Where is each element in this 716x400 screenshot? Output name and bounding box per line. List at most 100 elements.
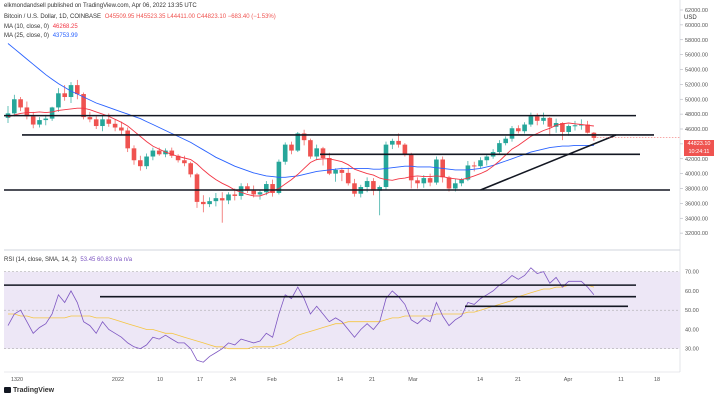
candles-group (5, 79, 597, 223)
candle-body (112, 123, 118, 128)
price-tick-label: 48000.00 (685, 112, 708, 118)
rsi-tick-label: 40.00 (685, 327, 699, 333)
rsi-tick-label: 70.00 (685, 270, 699, 276)
time-tick-label: 20 (17, 377, 23, 383)
candle-body (238, 186, 244, 196)
candle-body (138, 160, 143, 167)
candle-body (579, 124, 584, 126)
candle-body (245, 186, 250, 191)
candle-body (144, 156, 149, 167)
published-text: elkmondandsell published on TradingView.… (4, 3, 197, 9)
candle-body (585, 124, 590, 133)
ma10-label: MA (10, close, 0) (4, 24, 50, 30)
candle-body (119, 127, 124, 131)
candle-body (352, 183, 357, 194)
candle-body (182, 160, 187, 164)
price-tick-label: 40000.00 (685, 172, 708, 178)
candle-body (415, 180, 420, 184)
candle-body (371, 181, 376, 191)
candle-body (541, 117, 546, 121)
time-tick-label: 21 (369, 377, 375, 383)
candle-body (566, 126, 571, 132)
candle-body (282, 144, 288, 162)
candle-body (446, 177, 452, 189)
price-badge-value: 44823.10 (687, 141, 711, 147)
candle-body (327, 158, 332, 174)
time-tick-label: Mar (408, 377, 418, 383)
tradingview-logo[interactable]: TradingView (4, 387, 54, 394)
time-tick-label: 10 (157, 377, 163, 383)
candle-body (478, 160, 483, 167)
trend-line (480, 134, 617, 191)
time-tick-label: Apr (564, 377, 573, 383)
candle-body (301, 133, 307, 141)
price-tick-label: 56000.00 (685, 53, 708, 59)
candle-body (320, 148, 326, 159)
candle-body (232, 194, 238, 196)
candle-body (194, 174, 200, 202)
candle-body (87, 117, 93, 120)
rsi-label: RSI (14, close, SMA, 14, 2) (4, 257, 77, 263)
candle-body (383, 144, 389, 188)
rsi-tick-label: 30.00 (685, 347, 699, 353)
candle-body (534, 116, 540, 121)
rsi-legend[interactable]: RSI (14, close, SMA, 14, 2) 53.45 60.83 … (4, 256, 134, 264)
rsi-tick-label: 60.00 (685, 289, 699, 295)
candle-body (497, 143, 502, 153)
candle-body (509, 128, 515, 139)
candle-body (125, 130, 130, 149)
time-tick-label: 13 (11, 377, 17, 383)
price-tick-label: 36000.00 (685, 201, 708, 207)
candle-body (459, 179, 464, 184)
candle-body (226, 194, 231, 201)
price-tick-label: 32000.00 (685, 231, 708, 237)
candle-body (30, 116, 36, 125)
time-tick-label: 21 (515, 377, 521, 383)
candle-body (339, 169, 345, 173)
rsi-tick-label: 50.00 (685, 308, 699, 314)
time-tick-label: 11 (618, 377, 624, 383)
price-badge: 44823.10 10:24:11 (684, 140, 714, 156)
ma25-legend[interactable]: MA (25, close, 0) 43753.99 (4, 32, 80, 40)
candle-body (24, 107, 30, 117)
rsi-ma-line (8, 284, 595, 350)
price-tick-label: 52000.00 (685, 82, 708, 88)
ma10-legend[interactable]: MA (10, close, 0) 46268.25 (4, 23, 80, 31)
candle-body (37, 120, 42, 125)
ma25-value: 43753.99 (52, 33, 78, 39)
tradingview-wordmark: TradingView (13, 387, 55, 394)
time-tick-label: 18 (654, 377, 660, 383)
price-tick-label: 58000.00 (685, 38, 708, 44)
candle-body (453, 183, 458, 189)
candle-body (308, 140, 313, 157)
candle-body (106, 119, 112, 124)
candle-body (390, 140, 395, 145)
candle-body (295, 133, 301, 151)
price-tick-label: 54000.00 (685, 68, 708, 74)
candle-body (43, 118, 49, 121)
candle-body (213, 198, 219, 202)
candle-body (93, 119, 99, 127)
tradingview-icon (4, 387, 11, 394)
candle-body (56, 93, 61, 108)
candle-body (560, 123, 565, 132)
price-tick-label: 60000.00 (685, 23, 708, 29)
price-tick-label: 42000.00 (685, 157, 708, 163)
candle-body (421, 178, 427, 184)
candle-body (75, 85, 80, 95)
candle-body (345, 172, 351, 184)
candle-body (333, 169, 338, 174)
rsi-line (7, 267, 595, 363)
candle-body (207, 201, 212, 205)
price-tick-label: 34000.00 (685, 216, 708, 222)
time-tick-label: 14 (477, 377, 483, 383)
candle-body (528, 116, 534, 125)
candle-body (100, 119, 105, 127)
publish-line: elkmondandsell published on TradingView.… (4, 2, 199, 10)
time-tick-label: 14 (337, 377, 343, 383)
candle-body (427, 178, 433, 183)
candle-body (516, 128, 521, 132)
time-tick-label: 2022 (112, 377, 124, 383)
